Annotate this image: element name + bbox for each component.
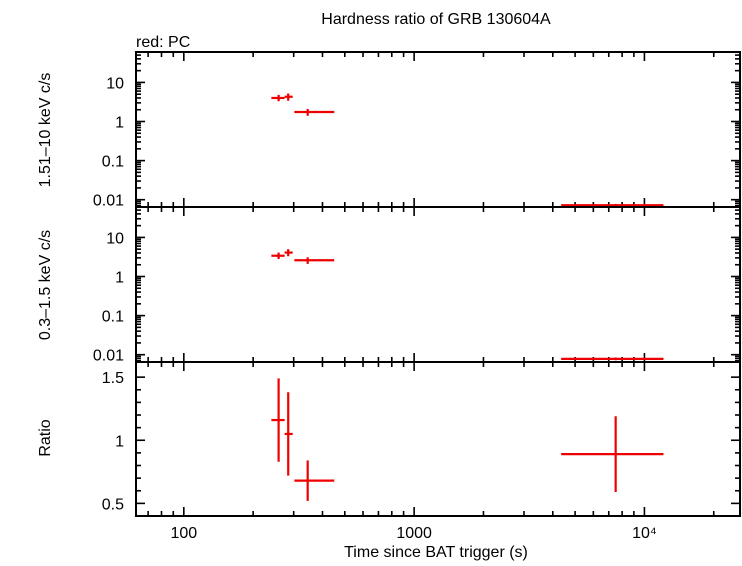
data-point: [561, 357, 664, 361]
chart-panels: 0.01 0.1 1 10 0.01 0.1 1 10 0.5 1 1.5 100 1000 10⁴: [93, 51, 741, 542]
data-point: [294, 460, 335, 501]
data-point: [271, 94, 285, 102]
panel-frame-ratio: [135, 361, 741, 517]
y-tick-label: 0.5: [102, 496, 124, 513]
data-point: [294, 257, 335, 264]
data-point: [271, 252, 285, 260]
y-tick-label: 0.01: [93, 193, 124, 210]
y-tick-label: 0.1: [102, 154, 124, 171]
y-tick-label: 0.1: [102, 309, 124, 326]
legend-note: red: PC: [136, 34, 190, 51]
panel-frame-hard: [135, 51, 741, 208]
data-point: [284, 93, 293, 101]
panel-soft: 0.01 0.1 1 10: [93, 206, 741, 365]
x-tick-label: 100: [170, 525, 197, 542]
x-tick-label: 1000: [396, 525, 432, 542]
y-axis-label-ratio: Ratio: [37, 419, 54, 456]
panel-frame-soft: [135, 206, 741, 363]
y-tick-label: 1: [115, 433, 124, 450]
x-tick-label: 10⁴: [632, 525, 657, 542]
data-point: [271, 378, 285, 462]
y-tick-label: 10: [106, 230, 124, 247]
y-tick-label: 10: [106, 75, 124, 92]
panel-ratio: 0.5 1 1.5 100 1000 10⁴: [102, 361, 741, 542]
data-point: [294, 108, 335, 116]
panel-hard: 0.01 0.1 1 10: [93, 51, 741, 210]
y-tick-label: 1: [115, 115, 124, 132]
data-point: [284, 249, 293, 257]
chart-title: Hardness ratio of GRB 130604A: [321, 11, 551, 28]
y-tick-label: 1.5: [102, 370, 124, 387]
x-axis-label: Time since BAT trigger (s): [344, 544, 528, 561]
y-tick-label: 1: [115, 270, 124, 287]
data-point: [561, 416, 664, 493]
y-tick-label: 0.01: [93, 348, 124, 365]
data-point: [284, 392, 293, 476]
y-axis-label-hard: 1.51–10 keV c/s: [37, 73, 54, 188]
y-axis-label-soft: 0.3–1.5 keV c/s: [37, 230, 54, 340]
